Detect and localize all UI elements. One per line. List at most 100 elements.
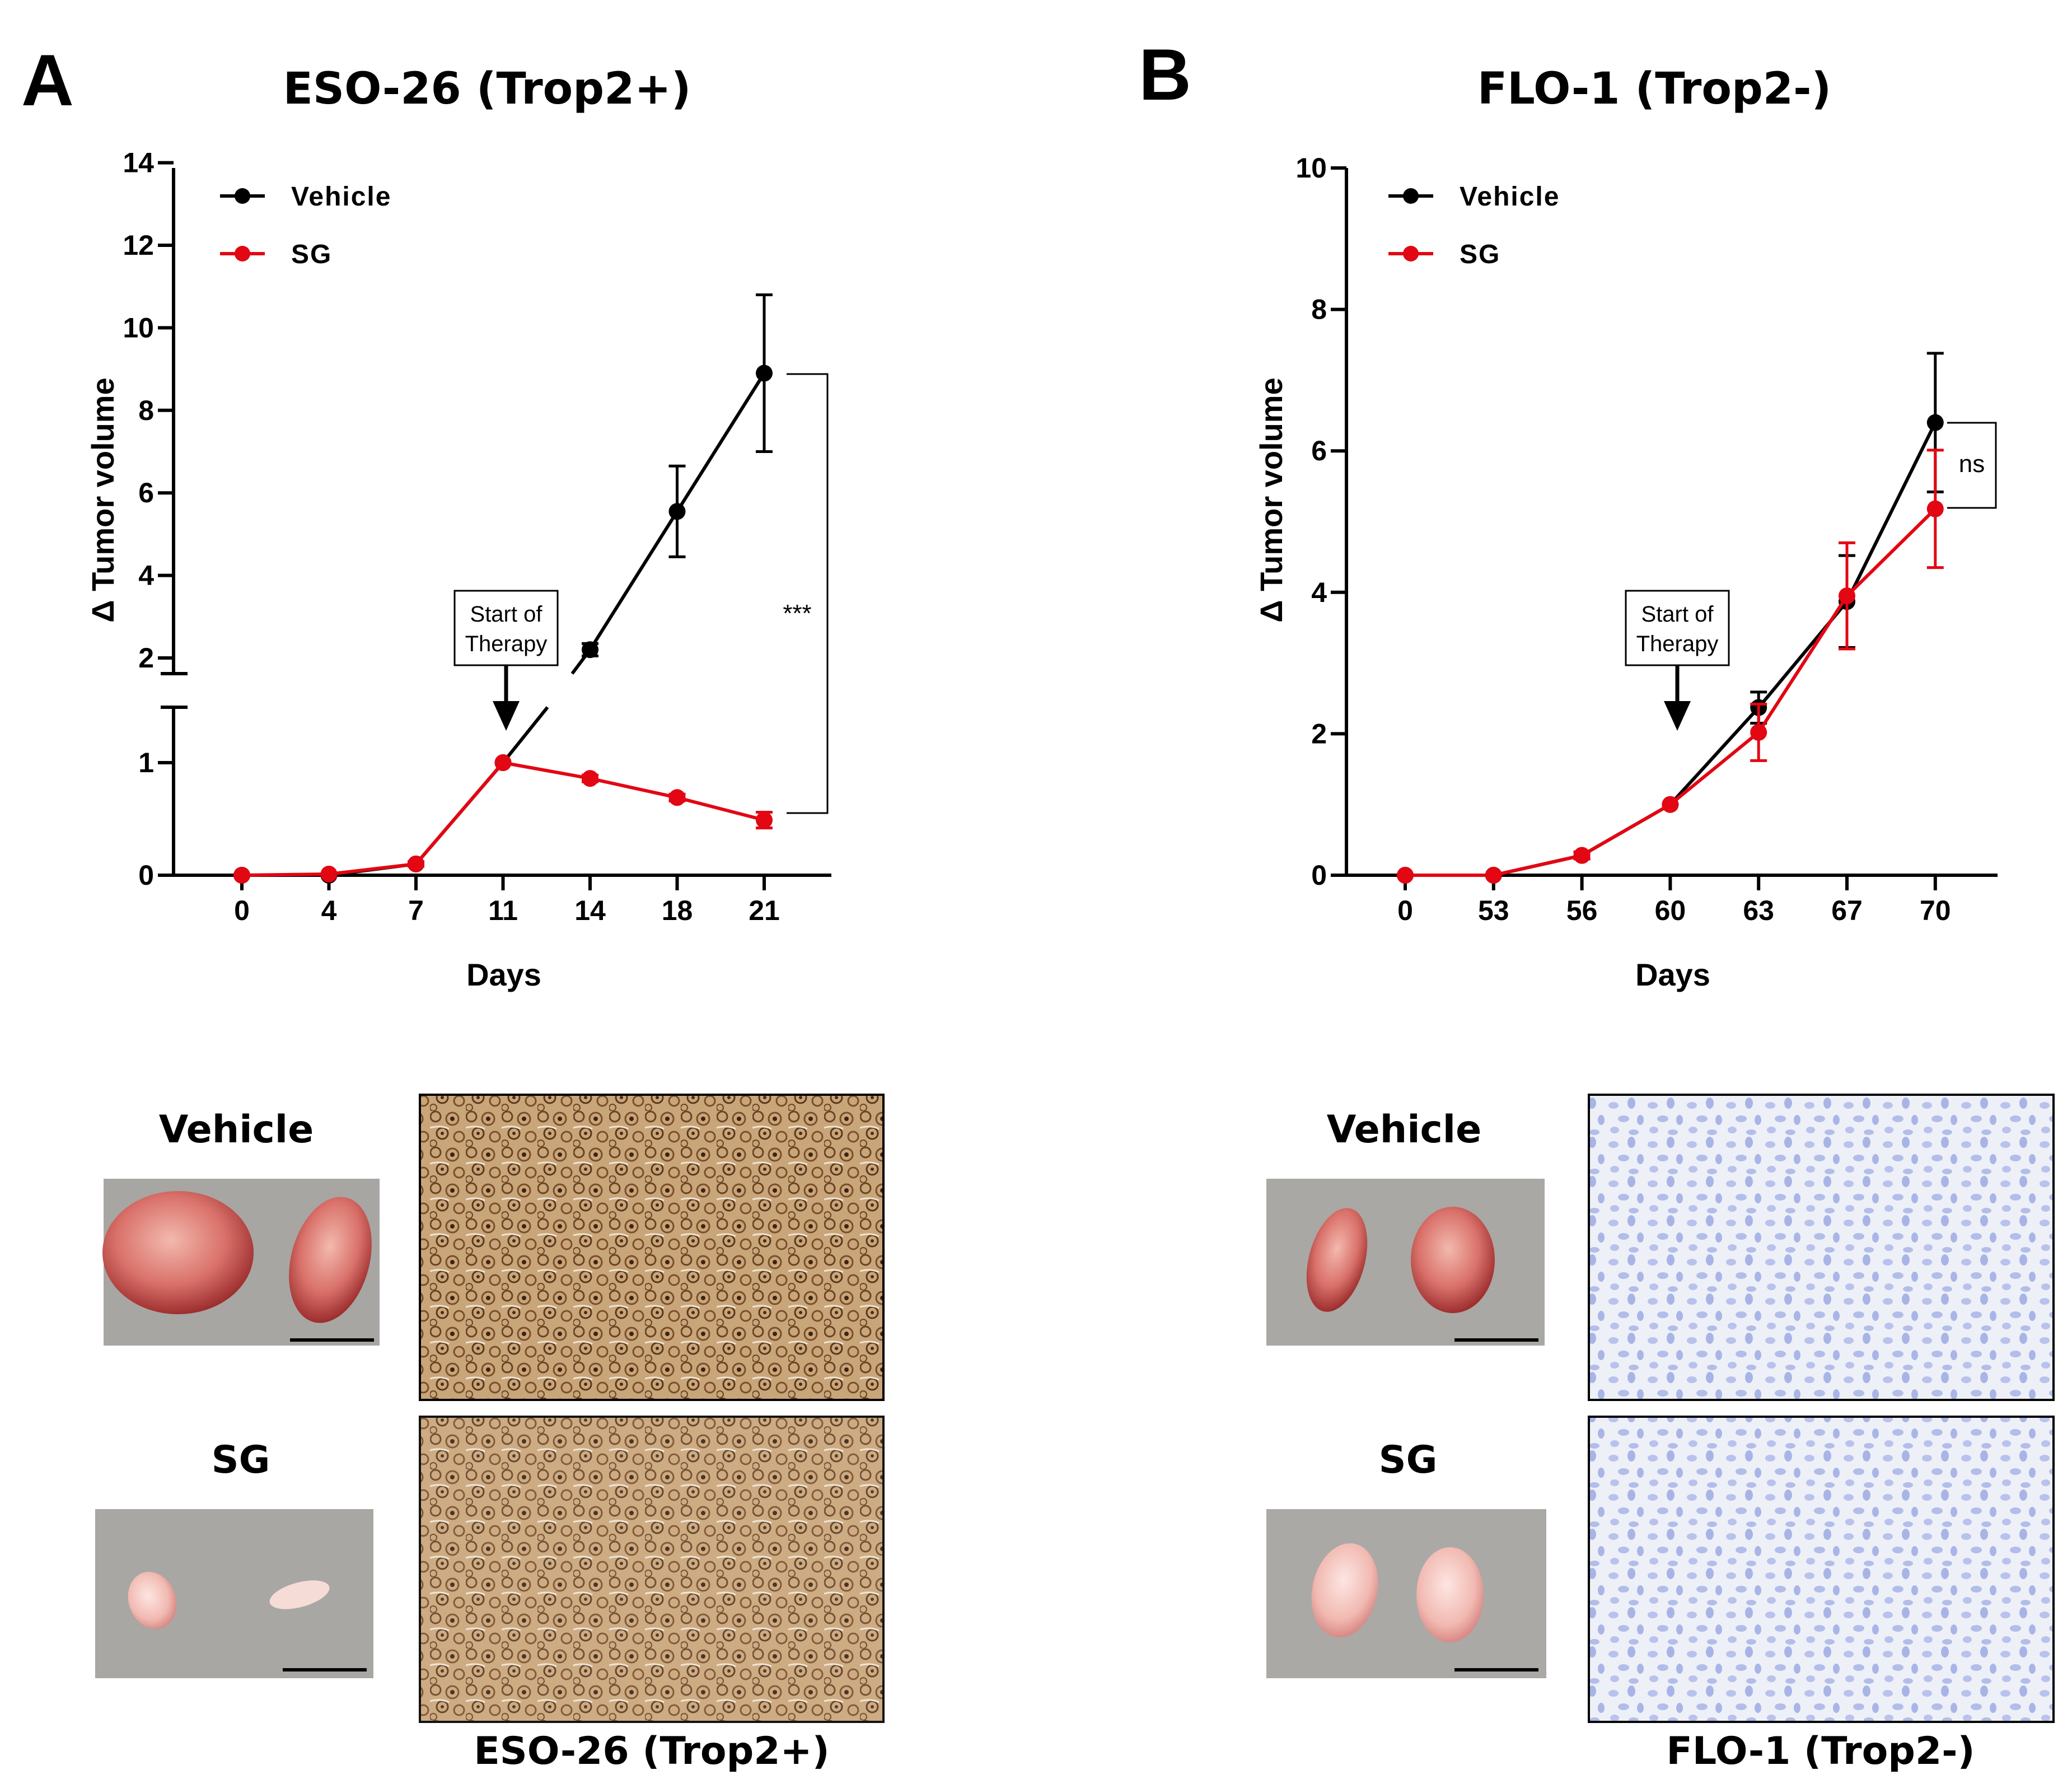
data-point	[668, 503, 686, 520]
chart-b-series	[1397, 352, 1944, 884]
legend-vehicle-marker	[235, 188, 250, 204]
start-of-therapy-box	[1625, 590, 1730, 666]
chart-b: 0 2 4 6 8 10 0 53 56 60 63 67 70 Days Δ Tumor volum…	[1254, 152, 1998, 992]
legend-sg-marker	[235, 246, 250, 262]
x-tick-label: 56	[1566, 895, 1598, 926]
tumor-photo-vehicle	[1266, 1179, 1545, 1346]
y-tick-label: 8	[138, 395, 154, 426]
series-line	[570, 372, 766, 675]
x-tick-label: 7	[408, 895, 424, 926]
series-line	[242, 762, 504, 877]
data-point	[756, 811, 773, 829]
chart-a-x-axis-label: Days	[466, 957, 541, 992]
series-line	[502, 706, 549, 764]
chart-b-x-axis-label: Days	[1635, 957, 1710, 992]
y-tick-label: 6	[138, 477, 154, 508]
data-point	[1750, 723, 1767, 741]
tumor-photo-sg	[1266, 1509, 1546, 1678]
significance-bracket	[1947, 422, 1997, 509]
chart-a-title: ESO-26 (Trop2+)	[283, 64, 691, 114]
x-tick-label: 0	[234, 895, 250, 926]
y-tick-label: 10	[123, 312, 154, 343]
data-point	[1485, 867, 1502, 884]
panel-a-letter: A	[21, 39, 74, 121]
y-tick-label: 8	[1311, 294, 1327, 325]
legend-vehicle-label: Vehicle	[291, 182, 391, 212]
significance-bracket	[787, 373, 829, 814]
x-tick-label: 60	[1655, 895, 1686, 926]
tumor-photo-vehicle	[102, 1179, 380, 1346]
legend-sg-marker	[1403, 246, 1419, 262]
data-point	[233, 867, 250, 884]
y-tick-label: 12	[123, 230, 154, 261]
y-tick-label: 4	[1311, 577, 1327, 608]
series-sg	[1397, 449, 1944, 884]
chart-b-y-axis-label: Δ Tumor volume	[1254, 377, 1289, 622]
x-tick-label: 63	[1743, 895, 1774, 926]
x-tick-label: 14	[574, 895, 606, 926]
photo-label-vehicle: Vehicle	[1327, 1108, 1481, 1152]
ihc-image-vehicle	[1588, 1094, 2055, 1401]
data-point	[494, 754, 512, 771]
start-of-therapy-line1: Start of	[1641, 602, 1714, 627]
x-tick-label: 11	[488, 895, 518, 926]
photo-label-sg: SG	[1379, 1438, 1438, 1482]
series-sg	[233, 754, 773, 884]
ihc-image-sg	[1588, 1416, 2055, 1723]
y-tick-label: 0	[138, 860, 154, 891]
photo-label-sg: SG	[212, 1438, 270, 1482]
significance-label: ***	[783, 600, 811, 627]
y-tick-label: 4	[138, 560, 154, 591]
series-line	[241, 760, 765, 877]
data-point	[582, 770, 598, 787]
tumor-photo-sg	[95, 1509, 373, 1678]
y-tick-label: 2	[138, 642, 154, 674]
x-tick-label: 70	[1920, 895, 1951, 926]
chart-b-annotations: Start of Therapy ns	[1625, 422, 1997, 731]
data-point	[320, 865, 338, 883]
chart-a-annotations: Start of Therapy ***	[453, 373, 829, 814]
series-line	[1405, 507, 1937, 877]
x-tick-label: 18	[662, 895, 693, 926]
legend-sg-label: SG	[291, 240, 332, 269]
ihc-image-sg	[419, 1416, 885, 1723]
start-of-therapy-line2: Therapy	[1636, 632, 1719, 656]
start-of-therapy-box	[453, 590, 559, 666]
ihc-image-vehicle	[419, 1094, 885, 1401]
y-tick-label: 10	[1295, 152, 1327, 184]
series-vehicle	[233, 293, 773, 884]
legend-sg-label: SG	[1460, 240, 1500, 269]
chart-b-axes	[1345, 168, 1998, 877]
data-point	[1573, 847, 1591, 864]
data-point	[1397, 867, 1414, 884]
legend-vehicle-label: Vehicle	[1460, 182, 1560, 212]
y-tick-label: 14	[123, 147, 154, 179]
chart-b-title: FLO-1 (Trop2-)	[1477, 64, 1831, 114]
chart-a-y-axis-label: Δ Tumor volume	[85, 377, 120, 622]
data-point	[582, 641, 598, 659]
data-point	[756, 365, 773, 382]
significance-label: ns	[1959, 450, 1985, 478]
chart-a-series	[233, 293, 773, 884]
panel-b-images: Vehicle SG FLO-1 (Trop2-)	[1266, 1094, 2055, 1773]
panel-a-caption: ESO-26 (Trop2+)	[474, 1729, 829, 1773]
data-point	[1926, 500, 1944, 517]
data-point	[408, 855, 424, 872]
chart-a-x-ticks: 0 4 7 11 14 18 21	[234, 875, 780, 926]
y-tick-label: 6	[1311, 435, 1327, 466]
y-tick-label: 1	[138, 747, 154, 778]
therapy-arrow-head	[1664, 701, 1691, 731]
data-point	[1662, 796, 1679, 813]
start-of-therapy-line1: Start of	[470, 602, 543, 627]
data-point	[1839, 587, 1855, 605]
chart-b-y-ticks: 0 2 4 6 8 10	[1295, 152, 1346, 891]
x-tick-label: 4	[321, 895, 337, 926]
panel-b-caption: FLO-1 (Trop2-)	[1666, 1729, 1975, 1773]
chart-b-legend: Vehicle SG	[1388, 182, 1560, 269]
panel-a-images: Vehicle SG ESO-26 (Trop2+)	[95, 1094, 885, 1773]
legend-vehicle-marker	[1403, 188, 1419, 204]
x-tick-label: 53	[1478, 895, 1509, 926]
data-point	[668, 789, 686, 806]
